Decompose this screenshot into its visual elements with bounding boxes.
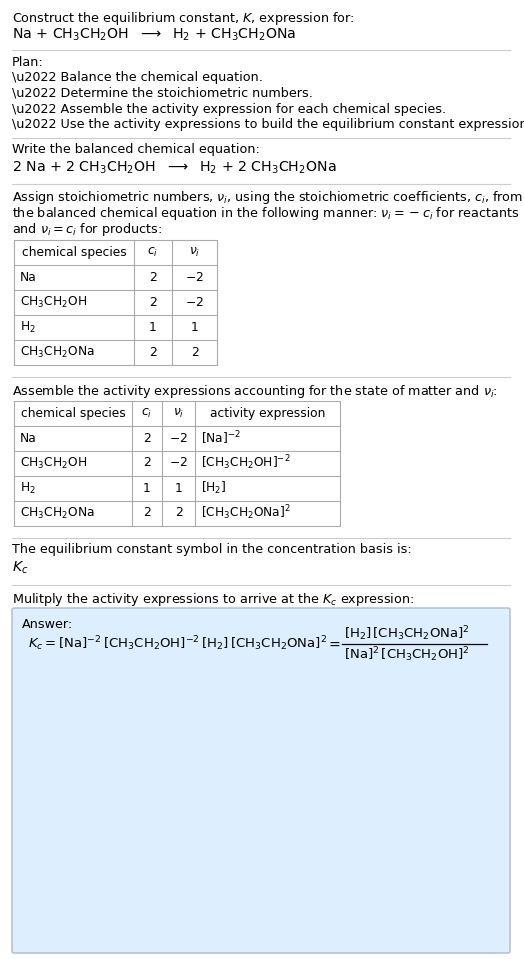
- Text: Construct the equilibrium constant, $K$, expression for:: Construct the equilibrium constant, $K$,…: [12, 10, 355, 27]
- Text: [CH$_3$CH$_2$OH]$^{-2}$: [CH$_3$CH$_2$OH]$^{-2}$: [201, 454, 291, 473]
- Text: and $\nu_i = c_i$ for products:: and $\nu_i = c_i$ for products:: [12, 221, 162, 238]
- Text: CH$_3$CH$_2$ONa: CH$_3$CH$_2$ONa: [20, 345, 95, 360]
- Text: Na + CH$_3$CH$_2$OH  $\longrightarrow$  H$_2$ + CH$_3$CH$_2$ONa: Na + CH$_3$CH$_2$OH $\longrightarrow$ H$…: [12, 27, 296, 43]
- FancyBboxPatch shape: [12, 608, 510, 953]
- Text: Plan:: Plan:: [12, 56, 43, 69]
- Text: 1: 1: [174, 481, 182, 495]
- Text: CH$_3$CH$_2$ONa: CH$_3$CH$_2$ONa: [20, 505, 95, 521]
- Text: $[\mathrm{Na}]^2\,[\mathrm{CH_3CH_2OH}]^2$: $[\mathrm{Na}]^2\,[\mathrm{CH_3CH_2OH}]^…: [344, 645, 470, 664]
- Text: $K_c = [\mathrm{Na}]^{-2}\,[\mathrm{CH_3CH_2OH}]^{-2}\,[\mathrm{H_2}]\,[\mathrm{: $K_c = [\mathrm{Na}]^{-2}\,[\mathrm{CH_3…: [28, 634, 327, 653]
- Text: [CH$_3$CH$_2$ONa]$^2$: [CH$_3$CH$_2$ONa]$^2$: [201, 503, 291, 523]
- Text: $-2$: $-2$: [185, 296, 204, 309]
- Text: 2: 2: [149, 271, 157, 284]
- Text: $=$: $=$: [326, 637, 341, 650]
- Text: activity expression: activity expression: [210, 407, 325, 419]
- Text: The equilibrium constant symbol in the concentration basis is:: The equilibrium constant symbol in the c…: [12, 544, 412, 556]
- Text: 1: 1: [149, 321, 157, 334]
- Text: Na: Na: [20, 271, 37, 284]
- Text: Write the balanced chemical equation:: Write the balanced chemical equation:: [12, 144, 260, 156]
- Text: \u2022 Assemble the activity expression for each chemical species.: \u2022 Assemble the activity expression …: [12, 103, 446, 115]
- Text: the balanced chemical equation in the following manner: $\nu_i = -c_i$ for react: the balanced chemical equation in the fo…: [12, 205, 519, 222]
- Text: $-2$: $-2$: [185, 271, 204, 284]
- Text: 2: 2: [143, 456, 151, 470]
- Text: Na: Na: [20, 432, 37, 445]
- Text: 2: 2: [143, 432, 151, 445]
- Text: $-2$: $-2$: [169, 432, 188, 445]
- Text: CH$_3$CH$_2$OH: CH$_3$CH$_2$OH: [20, 295, 87, 310]
- Text: CH$_3$CH$_2$OH: CH$_3$CH$_2$OH: [20, 456, 87, 471]
- Text: 2 Na + 2 CH$_3$CH$_2$OH  $\longrightarrow$  H$_2$ + 2 CH$_3$CH$_2$ONa: 2 Na + 2 CH$_3$CH$_2$OH $\longrightarrow…: [12, 160, 336, 176]
- Text: chemical species: chemical species: [20, 407, 125, 419]
- Bar: [14, 401, 340, 526]
- Text: [Na]$^{-2}$: [Na]$^{-2}$: [201, 430, 241, 447]
- Bar: [14, 240, 217, 365]
- Text: Mulitply the activity expressions to arrive at the $K_c$ expression:: Mulitply the activity expressions to arr…: [12, 591, 414, 607]
- Text: $\nu_i$: $\nu_i$: [173, 407, 184, 419]
- Text: [H$_2$]: [H$_2$]: [201, 480, 226, 496]
- Text: $c_i$: $c_i$: [147, 246, 159, 259]
- Text: 2: 2: [149, 346, 157, 359]
- Text: Assemble the activity expressions accounting for the state of matter and $\nu_i$: Assemble the activity expressions accoun…: [12, 383, 498, 400]
- Text: Assign stoichiometric numbers, $\nu_i$, using the stoichiometric coefficients, $: Assign stoichiometric numbers, $\nu_i$, …: [12, 190, 523, 206]
- Text: $[\mathrm{H_2}]\,[\mathrm{CH_3CH_2ONa}]^2$: $[\mathrm{H_2}]\,[\mathrm{CH_3CH_2ONa}]^…: [344, 624, 470, 643]
- Text: 2: 2: [174, 506, 182, 520]
- Text: $c_i$: $c_i$: [141, 407, 152, 419]
- Text: Answer:: Answer:: [22, 618, 73, 631]
- Text: 2: 2: [191, 346, 199, 359]
- Text: $K_c$: $K_c$: [12, 560, 29, 576]
- Text: $-2$: $-2$: [169, 456, 188, 470]
- Text: \u2022 Balance the chemical equation.: \u2022 Balance the chemical equation.: [12, 72, 263, 84]
- Text: 2: 2: [149, 296, 157, 309]
- Text: $\nu_i$: $\nu_i$: [189, 246, 200, 259]
- Text: H$_2$: H$_2$: [20, 480, 36, 496]
- Text: 2: 2: [143, 506, 151, 520]
- Text: \u2022 Use the activity expressions to build the equilibrium constant expression: \u2022 Use the activity expressions to b…: [12, 118, 524, 131]
- Text: 1: 1: [191, 321, 199, 334]
- Text: H$_2$: H$_2$: [20, 320, 36, 335]
- Text: chemical species: chemical species: [21, 246, 126, 259]
- Text: 1: 1: [143, 481, 151, 495]
- Text: \u2022 Determine the stoichiometric numbers.: \u2022 Determine the stoichiometric numb…: [12, 87, 313, 100]
